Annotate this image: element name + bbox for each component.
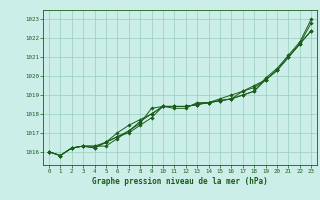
X-axis label: Graphe pression niveau de la mer (hPa): Graphe pression niveau de la mer (hPa) <box>92 177 268 186</box>
